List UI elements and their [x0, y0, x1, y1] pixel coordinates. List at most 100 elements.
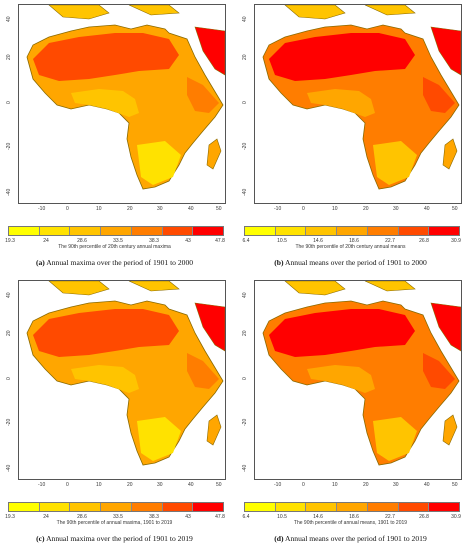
map-frame [254, 4, 462, 204]
legend-tick: 14.6 [313, 514, 323, 520]
legend-tick: 43 [185, 514, 191, 520]
legend-title: The 90th percentile of annual means, 190… [293, 520, 408, 526]
legend-tick: 33.5 [113, 238, 123, 244]
legend-swatch [275, 227, 307, 235]
y-tick-40: 40 [6, 16, 12, 22]
sahara-region [269, 309, 415, 357]
legend-tick: 30.9 [451, 514, 461, 520]
legend-tick: 47.8 [215, 238, 225, 244]
legend-swatch [337, 503, 368, 511]
x-tick-40: 40 [188, 206, 194, 212]
x-tick-0: 0 [302, 482, 305, 488]
caption-text: Annual maxima over the period of 1901 to… [46, 534, 193, 543]
y-tick-m20: -20 [6, 142, 12, 150]
y-tick-40: 40 [242, 292, 248, 298]
legend-swatch [398, 503, 430, 511]
madagascar-landmass [206, 414, 222, 446]
legend-swatch [101, 227, 132, 235]
legend-tick: 38.3 [149, 238, 159, 244]
x-tick-m10: -10 [274, 482, 282, 488]
legend-swatch [245, 227, 276, 235]
southern-africa-region [373, 141, 417, 185]
legend-tick: 19.3 [5, 514, 15, 520]
legend-tick: 26.8 [419, 514, 429, 520]
x-tick-m10: -10 [38, 206, 46, 212]
legend-swatch [131, 227, 163, 235]
legend-swatch [337, 227, 368, 235]
legend-tick: 22.7 [385, 238, 395, 244]
caption-label: (d) [274, 534, 284, 543]
horn-of-africa-region [187, 353, 219, 389]
legend-tick: 47.8 [215, 514, 225, 520]
africa-map-maxima-2019 [26, 281, 225, 466]
x-tick-30: 30 [157, 482, 163, 488]
panel-annual-maxima-1901-2019: 40 20 0 -20 -40 -10 0 10 20 30 40 50 19.… [2, 276, 227, 548]
legend-title: The 90th percentile of 20th century annu… [295, 244, 406, 250]
europe-landmass [48, 5, 180, 20]
color-legend [244, 502, 460, 512]
africa-map-means-2019 [262, 281, 461, 466]
legend-swatch [193, 227, 224, 235]
horn-of-africa-region [187, 77, 219, 113]
europe-landmass [284, 5, 416, 20]
legend-swatch [367, 227, 399, 235]
panel-caption: (a) Annual maxima over the period of 190… [2, 258, 227, 267]
caption-label: (a) [35, 258, 45, 267]
panel-caption: (c) Annual maxima over the period of 190… [2, 534, 227, 543]
southern-africa-region [373, 417, 417, 461]
legend-tick: 43 [185, 238, 191, 244]
madagascar-landmass [206, 138, 222, 170]
legend-tick: 18.6 [349, 514, 359, 520]
legend-swatch [306, 503, 338, 511]
legend-tick: 30.9 [451, 238, 461, 244]
legend-tick: 19.3 [5, 238, 15, 244]
legend-swatch [398, 227, 430, 235]
sahara-region [33, 309, 179, 357]
europe-landmass [284, 281, 416, 296]
y-tick-0: 0 [242, 101, 248, 104]
legend-swatch [9, 503, 40, 511]
x-tick-50: 50 [452, 482, 458, 488]
x-tick-40: 40 [424, 482, 430, 488]
y-tick-40: 40 [6, 292, 12, 298]
legend-swatch [131, 503, 163, 511]
x-tick-0: 0 [302, 206, 305, 212]
y-tick-m40: -40 [242, 188, 248, 196]
legend-tick: 10.5 [277, 238, 287, 244]
x-tick-10: 10 [96, 482, 102, 488]
central-africa-region [307, 89, 375, 117]
x-tick-20: 20 [127, 206, 133, 212]
y-tick-0: 0 [6, 101, 12, 104]
color-legend [244, 226, 460, 236]
legend-swatch [306, 227, 338, 235]
x-tick-30: 30 [393, 482, 399, 488]
caption-text: Annual maxima over the period of 1901 to… [46, 258, 194, 267]
legend-swatch [9, 227, 40, 235]
y-tick-20: 20 [242, 54, 248, 60]
legend-tick: 28.6 [77, 514, 87, 520]
legend-swatch [245, 503, 276, 511]
y-tick-m40: -40 [6, 464, 12, 472]
legend-tick: 33.5 [113, 514, 123, 520]
legend-swatch [162, 503, 194, 511]
legend-tick: 18.6 [349, 238, 359, 244]
legend-swatch [70, 227, 102, 235]
x-tick-0: 0 [66, 206, 69, 212]
africa-map-maxima-20th [26, 5, 225, 190]
panel-annual-means-1901-2000: 40 20 0 -20 -40 -10 0 10 20 30 40 50 6.4… [238, 0, 463, 272]
x-tick-20: 20 [363, 206, 369, 212]
y-tick-m40: -40 [242, 464, 248, 472]
x-tick-20: 20 [127, 482, 133, 488]
legend-swatch [429, 227, 460, 235]
panel-caption: (d) Annual means over the period of 1901… [238, 534, 463, 543]
sahara-region [33, 33, 179, 81]
legend-tick: 6.4 [242, 238, 250, 244]
legend-tick: 24 [43, 514, 49, 520]
legend-swatch [70, 503, 102, 511]
legend-tick: 24 [43, 238, 49, 244]
legend-tick: 28.6 [77, 238, 87, 244]
y-tick-40: 40 [242, 16, 248, 22]
y-tick-0: 0 [242, 377, 248, 380]
legend-swatch [101, 503, 132, 511]
panel-annual-means-1901-2019: 40 20 0 -20 -40 -10 0 10 20 30 40 50 6.4… [238, 276, 463, 548]
